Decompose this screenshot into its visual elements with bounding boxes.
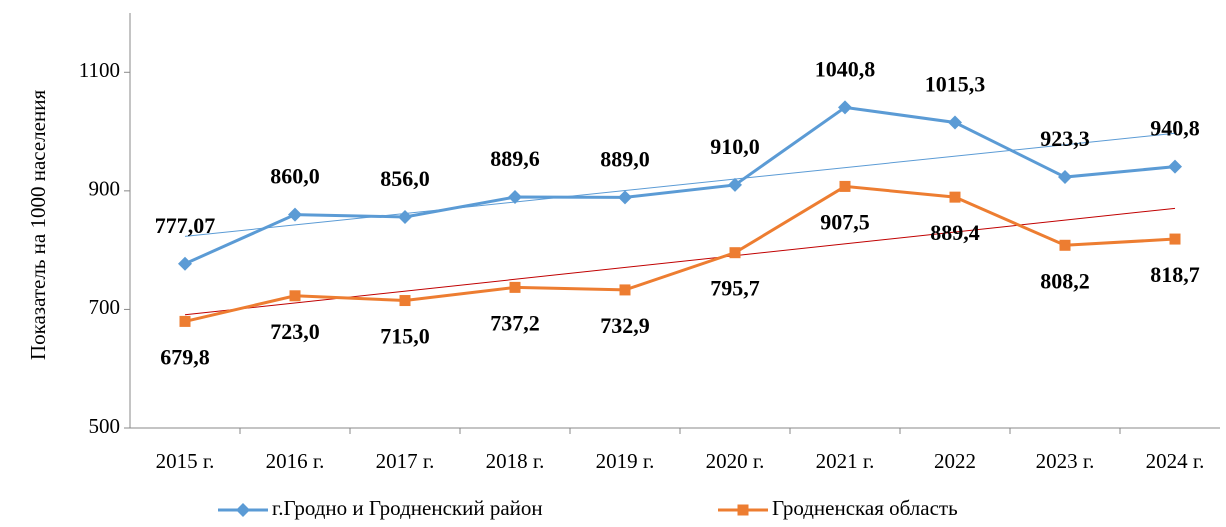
marker [178,256,192,271]
marker [838,100,852,115]
value-label: 889,0 [600,146,650,171]
value-label: 860,0 [270,164,320,189]
x-tick-label: 2019 г. [596,449,655,473]
marker [1059,239,1071,251]
value-label: 910,0 [710,134,760,159]
x-tick-label: 2015 г. [156,449,215,473]
marker [289,290,301,302]
value-label: 889,4 [930,220,980,245]
value-label: 907,5 [820,209,870,234]
marker [839,180,851,192]
value-label: 679,8 [160,344,210,369]
x-tick-label: 2021 г. [816,449,875,473]
x-tick-label: 2024 г. [1146,449,1205,473]
value-label: 732,9 [600,313,650,338]
y-axis-label: Показатель на 1000 населения [26,90,50,361]
legend-label: Гродненская область [772,496,958,520]
y-tick-label: 1100 [79,58,120,82]
marker [728,177,742,192]
x-tick-label: 2022 [934,449,976,473]
x-tick-label: 2017 г. [376,449,435,473]
value-label: 940,8 [1150,116,1200,141]
x-tick-label: 2016 г. [266,449,325,473]
marker [949,191,961,203]
series-line [184,105,1176,266]
legend-label: г.Гродно и Гродненский район [272,496,543,520]
x-tick-label: 2023 г. [1036,449,1095,473]
marker [729,247,741,259]
marker [618,190,632,205]
value-label: 923,3 [1040,126,1090,151]
marker [1058,170,1072,185]
value-label: 1015,3 [925,72,986,97]
legend-marker [737,504,749,516]
y-tick-label: 900 [89,177,121,201]
marker [399,295,411,307]
marker [948,115,962,130]
marker [508,190,522,205]
y-tick-label: 700 [89,295,121,319]
series-line [184,184,1176,323]
marker [619,284,631,296]
legend-marker [236,503,250,517]
value-label: 889,6 [490,146,540,171]
marker [1168,159,1182,174]
marker [179,315,191,327]
x-tick-label: 2018 г. [486,449,545,473]
marker [398,209,412,224]
value-label: 777,07 [155,213,216,238]
marker [288,207,302,222]
value-label: 715,0 [380,324,430,349]
value-label: 808,2 [1040,268,1090,293]
value-label: 1040,8 [815,56,876,81]
marker [1169,233,1181,245]
trend-line [184,132,1176,237]
marker [509,281,521,293]
value-label: 723,0 [270,319,320,344]
value-label: 737,2 [490,310,540,335]
value-label: 856,0 [380,166,430,191]
x-tick-label: 2020 г. [706,449,765,473]
value-label: 795,7 [710,276,760,301]
value-label: 818,7 [1150,262,1200,287]
y-tick-label: 500 [89,414,121,438]
